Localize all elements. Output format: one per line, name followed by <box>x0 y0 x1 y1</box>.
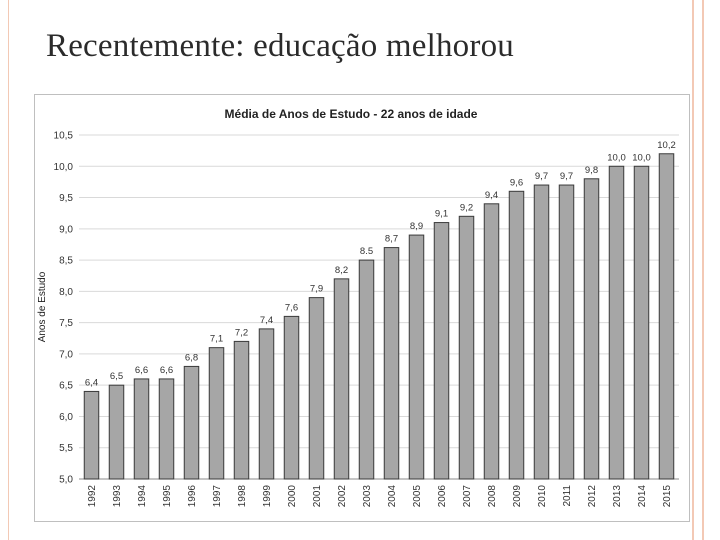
bar-2001 <box>308 297 325 480</box>
data-label: 9,7 <box>560 171 573 182</box>
bar-2005 <box>408 234 425 480</box>
data-label: 7,4 <box>260 315 273 326</box>
data-label: 9,7 <box>535 171 548 182</box>
bar-2014 <box>633 165 650 480</box>
data-label: 8.5 <box>360 246 373 257</box>
x-tick-label: 2000 <box>287 485 298 508</box>
y-tick-label: 9,5 <box>59 193 73 204</box>
x-tick-label: 2012 <box>587 485 598 508</box>
x-tick-label: 1993 <box>112 485 123 508</box>
data-label: 8,7 <box>385 234 398 245</box>
y-axis-title: Anos de Estudo <box>37 271 48 342</box>
x-tick-label: 1992 <box>87 485 98 508</box>
y-tick-label: 5,0 <box>59 475 73 486</box>
bar-chart: Média de Anos de Estudo - 22 anos de ida… <box>37 107 679 508</box>
data-label: 6,6 <box>160 365 173 376</box>
data-label: 9,8 <box>585 165 598 176</box>
chart-title: Média de Anos de Estudo - 22 anos de ida… <box>225 107 478 121</box>
bar-1993 <box>108 384 125 480</box>
x-tick-label: 1997 <box>212 485 223 508</box>
x-tick-label: 2003 <box>362 485 373 508</box>
chart-container: Média de Anos de Estudo - 22 anos de ida… <box>34 94 690 522</box>
bar-1994 <box>133 378 150 480</box>
data-label: 7,1 <box>210 334 223 345</box>
bar-1995 <box>158 378 175 480</box>
bar-1999 <box>258 328 275 480</box>
bar-2009 <box>508 190 525 480</box>
bar-2015 <box>658 153 675 480</box>
bar-2010 <box>533 184 550 480</box>
x-tick-label: 2015 <box>662 485 673 508</box>
x-tick-label: 2006 <box>437 485 448 508</box>
y-tick-label: 8,0 <box>59 287 73 298</box>
bar-1996 <box>183 365 200 480</box>
bar-2003 <box>358 259 375 480</box>
data-label: 6,6 <box>135 365 148 376</box>
bar-1998 <box>233 340 250 480</box>
x-tick-label: 2008 <box>487 485 498 508</box>
bar-1992 <box>83 390 100 480</box>
slide-right-border <box>692 0 720 540</box>
bar-2004 <box>383 247 400 480</box>
x-tick-label: 2005 <box>412 485 423 508</box>
data-label: 8,9 <box>410 221 423 232</box>
y-tick-label: 8,5 <box>59 256 73 267</box>
x-tick-label: 2001 <box>312 485 323 508</box>
data-label: 6,4 <box>85 377 98 388</box>
data-label: 9,6 <box>510 177 523 188</box>
x-tick-label: 1996 <box>187 485 198 508</box>
data-label: 7,9 <box>310 284 323 295</box>
bar-1997 <box>208 347 225 480</box>
bar-2012 <box>583 178 600 480</box>
x-tick-label: 1998 <box>237 485 248 508</box>
y-tick-label: 10,0 <box>54 162 74 173</box>
bar-2011 <box>558 184 575 480</box>
slide-title: Recentemente: educação melhorou <box>46 28 514 64</box>
x-tick-label: 1994 <box>137 485 148 508</box>
y-tick-label: 6,0 <box>59 412 73 423</box>
x-tick-label: 1995 <box>162 485 173 508</box>
y-tick-label: 10,5 <box>54 131 74 142</box>
data-label: 10,0 <box>607 152 626 163</box>
y-tick-label: 9,0 <box>59 224 73 235</box>
data-label: 7,6 <box>285 302 298 313</box>
slide-left-border <box>0 0 9 540</box>
data-label: 9,2 <box>460 202 473 213</box>
y-tick-label: 7,5 <box>59 318 73 329</box>
bar-2002 <box>333 278 350 480</box>
x-tick-label: 2014 <box>637 485 648 508</box>
x-tick-label: 2007 <box>462 485 473 508</box>
x-tick-label: 2013 <box>612 485 623 508</box>
y-tick-label: 7,0 <box>59 349 73 360</box>
bar-2013 <box>608 165 625 480</box>
bar-2007 <box>458 215 475 480</box>
data-label: 9,1 <box>435 209 448 220</box>
data-label: 9,4 <box>485 190 498 201</box>
data-label: 10,2 <box>657 140 676 151</box>
bar-2008 <box>483 203 500 480</box>
bar-2000 <box>283 315 300 480</box>
data-label: 6,5 <box>110 371 123 382</box>
x-tick-label: 2002 <box>337 485 348 508</box>
data-label: 6,8 <box>185 352 198 363</box>
data-label: 8,2 <box>335 265 348 276</box>
x-tick-label: 2004 <box>387 485 398 508</box>
x-tick-label: 1999 <box>262 485 273 508</box>
x-tick-label: 2011 <box>562 485 573 507</box>
data-label: 7,2 <box>235 327 248 338</box>
x-tick-label: 2009 <box>512 485 523 508</box>
y-tick-label: 6,5 <box>59 381 73 392</box>
x-tick-label: 2010 <box>537 485 548 508</box>
data-label: 10,0 <box>632 152 651 163</box>
y-tick-label: 5,5 <box>59 443 73 454</box>
bar-2006 <box>433 222 450 480</box>
